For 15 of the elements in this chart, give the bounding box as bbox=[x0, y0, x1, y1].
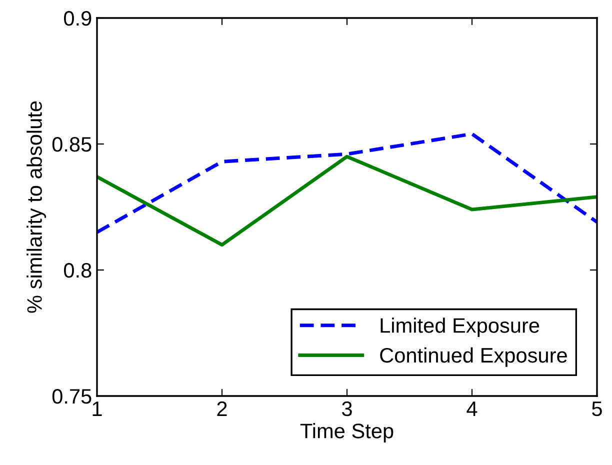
x-tick-label: 5 bbox=[592, 402, 602, 416]
x-tick-label: 2 bbox=[217, 401, 227, 416]
x-tick-label: 3 bbox=[342, 401, 352, 416]
x-tick-label: 1 bbox=[92, 402, 102, 416]
y-tick-label: 0.75 bbox=[52, 389, 92, 404]
legend-label: Continued Exposure bbox=[380, 347, 567, 367]
y-tick-label: 0.85 bbox=[52, 137, 92, 152]
x-axis-title: Time Step bbox=[300, 423, 394, 442]
y-tick-label: 0.8 bbox=[64, 263, 92, 278]
y-axis-title: % similarity to absolute bbox=[26, 101, 46, 313]
line-series bbox=[97, 154, 597, 247]
x-tick-label: 4 bbox=[466, 402, 478, 416]
y-tick-label: 0.9 bbox=[64, 11, 92, 26]
legend-label: Limited Exposure bbox=[380, 318, 540, 337]
line-series bbox=[97, 132, 597, 234]
